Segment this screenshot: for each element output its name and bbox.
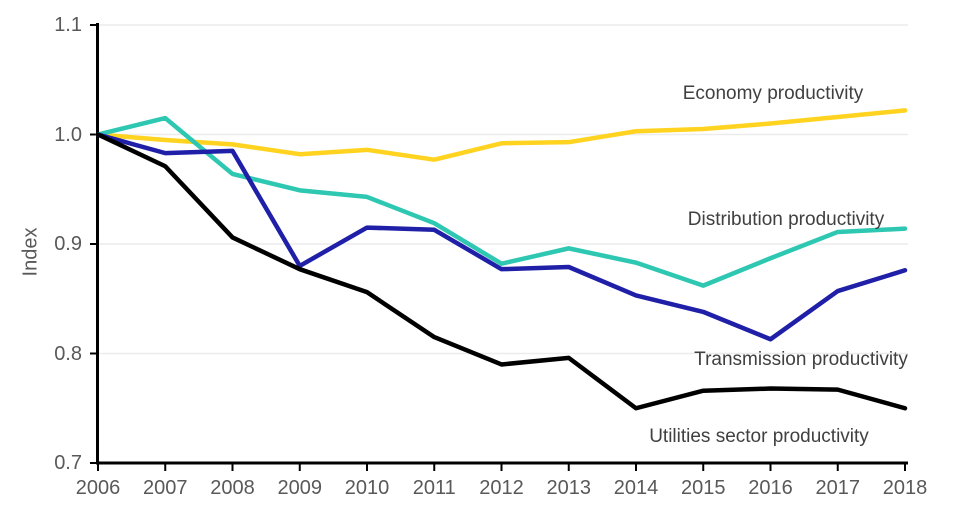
y-tick-label: 0.8	[54, 342, 82, 365]
x-tick-label: 2010	[344, 477, 390, 499]
x-tick-label: 2018	[882, 477, 928, 499]
x-tick-label: 2008	[210, 477, 255, 499]
series-label-utilities-sector-productivity: Utilities sector productivity	[649, 426, 869, 447]
series-label-distribution-productivity: Distribution productivity	[687, 209, 885, 230]
x-tick-label: 2017	[815, 477, 861, 499]
x-tick-label: 2014	[613, 477, 659, 499]
x-tick-label: 2011	[412, 477, 456, 499]
x-tick-label: 2009	[277, 477, 323, 499]
x-tick-label: 2007	[143, 477, 188, 499]
series-label-economy-productivity: Economy productivity	[682, 83, 864, 104]
series-line-transmission-productivity	[95, 132, 908, 342]
y-tick-label: 0.7	[54, 452, 82, 474]
series-label-transmission-productivity: Transmission productivity	[694, 349, 908, 370]
y-tick-label: 1.1	[54, 14, 82, 36]
x-tick-label: 2016	[748, 477, 793, 499]
x-tick-label: 2006	[75, 477, 121, 499]
y-tick-label: 1.0	[54, 123, 82, 146]
series-line-distribution-productivity	[95, 115, 908, 288]
x-tick-label: 2012	[479, 477, 524, 499]
x-tick-label: 2015	[681, 477, 726, 499]
series-line-utilities-sector-productivity	[95, 132, 908, 411]
x-tick-label: 2013	[546, 477, 592, 499]
y-tick-label: 0.9	[54, 233, 82, 255]
series-line-economy-productivity	[95, 108, 908, 162]
